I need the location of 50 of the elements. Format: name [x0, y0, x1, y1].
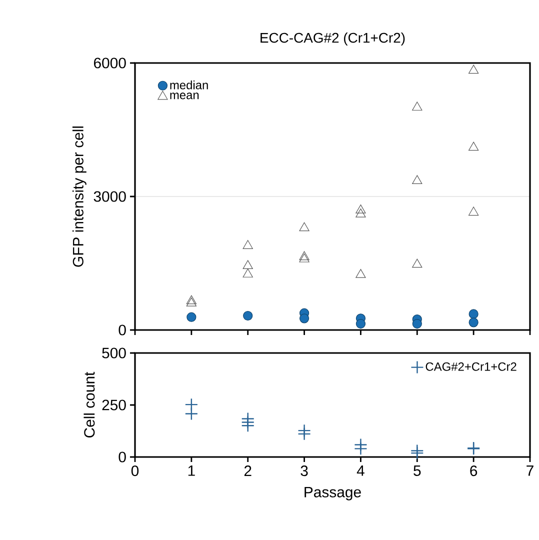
- point: [186, 312, 196, 322]
- y-axis-title: Cell count: [84, 372, 95, 438]
- x-tick-label: 4: [356, 466, 364, 476]
- point: [299, 222, 310, 232]
- point: [356, 318, 366, 329]
- point: [186, 297, 196, 306]
- point: [299, 253, 310, 262]
- point: [299, 314, 310, 324]
- point: [242, 268, 253, 278]
- x-tick-label: 1: [188, 466, 195, 476]
- legend-label: CAG#2+Cr1+Cr2: [426, 362, 516, 371]
- x-tick-label: 3: [300, 466, 308, 476]
- x-tick-label: 7: [526, 466, 534, 476]
- point: [412, 102, 422, 111]
- legend-label: median: [170, 80, 208, 90]
- point: [468, 206, 479, 216]
- point: [299, 251, 310, 260]
- point: [412, 318, 422, 329]
- point: [412, 258, 422, 268]
- y-tick-label: 3000: [94, 191, 126, 202]
- chart-title: ECC-CAG#2 (Cr1+Cr2): [260, 32, 405, 46]
- point: [242, 240, 253, 249]
- y-tick-label: 250: [102, 400, 126, 410]
- x-tick-label: 0: [131, 466, 139, 476]
- point: [242, 260, 253, 269]
- point: [241, 418, 254, 432]
- point: [186, 295, 196, 304]
- point: [410, 446, 424, 460]
- point: [468, 318, 478, 328]
- x-axis-title: Passage: [304, 486, 361, 500]
- x-tick-label: 6: [470, 466, 478, 476]
- point: [412, 175, 422, 184]
- point: [243, 310, 253, 321]
- x-tick-label: 5: [414, 466, 421, 476]
- y-tick-label: 0: [118, 452, 126, 462]
- point: [356, 204, 366, 214]
- point: [356, 269, 366, 278]
- point: [356, 208, 366, 218]
- y-axis-title: GFP intensity per cell: [72, 126, 86, 267]
- x-tick-label: 2: [244, 466, 252, 476]
- y-tick-label: 500: [102, 348, 126, 358]
- legend-label: mean: [170, 92, 199, 100]
- point: [354, 442, 368, 456]
- point: [468, 64, 479, 74]
- point: [468, 142, 479, 151]
- point: [298, 427, 311, 441]
- y-tick-label: 0: [118, 324, 126, 336]
- y-tick-label: 6000: [94, 58, 126, 68]
- point: [468, 309, 478, 319]
- point: [184, 407, 198, 420]
